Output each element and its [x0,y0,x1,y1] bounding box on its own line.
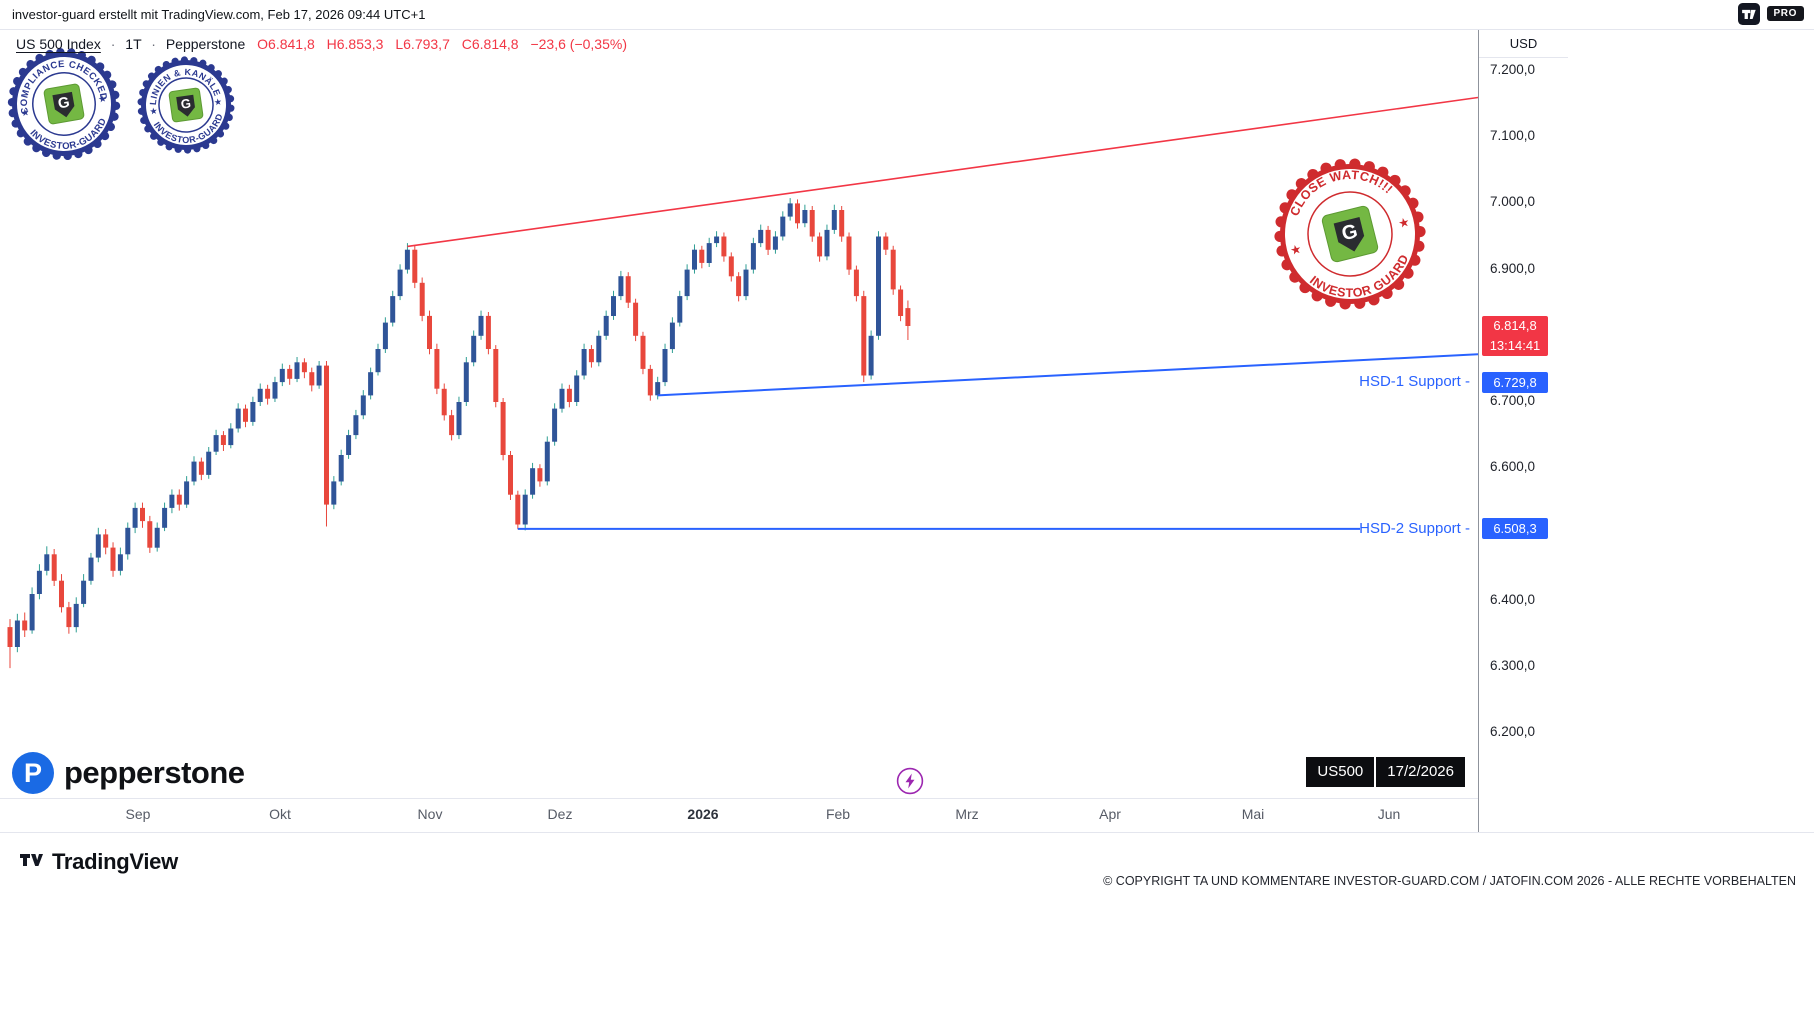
time-axis-label: Mai [1241,806,1265,822]
page-footer: TradingView © COPYRIGHT TA UND KOMMENTAR… [0,833,1814,1035]
hsd2-support-label[interactable]: HSD-2 Support - [1359,519,1470,537]
pepperstone-logo: P pepperstone [12,752,245,794]
price-axis-label: 6.200,0 [1490,724,1536,739]
ohlc-close: C6.814,8 [461,36,519,52]
drawing-lines[interactable] [407,96,1478,530]
price-axis-label: 6.700,0 [1490,393,1536,408]
bottom-frame-line [0,832,1814,833]
tradingview-logo-icon[interactable] [1738,3,1760,25]
current-price-label: 6.814,8 13:14:41 [1482,316,1548,356]
hsd2-axis-price: 6.508,3 [1482,518,1548,540]
price-axis-label: 6.400,0 [1490,591,1536,607]
pro-badge[interactable]: PRO [1766,6,1804,21]
chart-pane[interactable]: US 500 Index · 1T · Pepperstone O6.841,8… [0,30,1478,798]
time-axis-label: Jun [1377,806,1401,822]
svg-text:★: ★ [149,106,158,117]
time-axis-label: Apr [1099,806,1121,822]
time-axis-label: 2026 [687,806,719,822]
separator-dot: · [151,36,156,52]
ohlc-high: H6.853,3 [326,36,384,52]
candlestick-series [7,198,911,669]
currency-selector[interactable]: USD [1479,30,1568,58]
top-header: investor-guard erstellt mit TradingView.… [0,0,1814,30]
svg-text:★: ★ [97,93,108,105]
symbol-title[interactable]: US 500 Index [16,36,101,52]
pepperstone-icon: P [12,752,54,794]
time-axis-label: Mrz [955,806,979,822]
attribution-text: investor-guard erstellt mit TradingView.… [12,7,426,22]
bar-countdown: 13:14:41 [1489,338,1541,353]
ohlc-open: O6.841,8 [257,36,315,52]
tradingview-glyph-icon [18,846,44,877]
price-axis[interactable]: USD 7.200,0 7.100,0 7.000,0 6.900,0 6.700,0 6… [1478,30,1568,832]
price-axis-label: 6.900,0 [1490,260,1536,276]
price-chart-canvas[interactable] [0,30,1478,798]
separator-dot: · [110,36,116,52]
price-axis-label: 7.100,0 [1490,128,1536,144]
watermark-symbol: US500 [1306,757,1375,787]
time-axis-label: Dez [547,806,573,822]
compliance-checked-badge: COMPLIANCE CHECKED INVESTOR-GUARD ★ ★ G [4,44,124,169]
svg-text:G: G [180,95,192,111]
linien-kanaele-badge: LINIEN & KANÄLE INVESTOR-GUARD ★ ★ G [133,52,239,163]
time-axis-label: Nov [417,806,443,822]
interval-label[interactable]: 1T [125,36,142,52]
tradingview-wordmark: TradingView [52,848,178,874]
watermark-date: 17/2/2026 [1376,757,1465,787]
price-axis-label: 7.200,0 [1490,62,1536,77]
tradingview-footer-logo[interactable]: TradingView [18,846,178,877]
svg-text:★: ★ [213,97,222,108]
time-axis-label: Sep [125,806,151,822]
change-label: −23,6 (−0,35%) [530,36,627,52]
svg-text:★: ★ [1289,242,1303,258]
symbol-date-watermark: US500 17/2/2026 [1306,757,1465,787]
time-axis[interactable]: Sep Okt Nov Dez 2026 Feb Mrz Apr Mai Jun [0,798,1478,832]
close-watch-badge: CLOSE WATCH!!! INVESTOR GUARD ★ ★ G [1272,156,1428,317]
time-axis-label: Feb [825,806,851,822]
hsd1-support-label[interactable]: HSD-1 Support - [1359,373,1470,391]
provider-label[interactable]: Pepperstone [165,36,246,52]
symbol-info-bar: US 500 Index · 1T · Pepperstone O6.841,8… [16,36,627,52]
svg-text:★: ★ [20,107,31,119]
price-axis-label: 7.000,0 [1490,194,1536,210]
hsd1-axis-price: 6.729,8 [1482,371,1548,393]
price-axis-label: 6.300,0 [1490,657,1536,673]
lightning-icon[interactable] [895,766,925,801]
svg-text:G: G [57,95,71,113]
svg-text:G: G [1339,220,1359,245]
current-price-value: 6.814,8 [1493,318,1537,333]
ohlc-low: L6.793,7 [395,36,450,52]
svg-text:★: ★ [1397,215,1411,231]
pepperstone-wordmark: pepperstone [64,755,245,790]
time-axis-label: Okt [269,806,291,822]
copyright-text: © COPYRIGHT TA UND KOMMENTARE INVESTOR-G… [1103,874,1796,888]
price-axis-label: 6.600,0 [1490,459,1536,475]
